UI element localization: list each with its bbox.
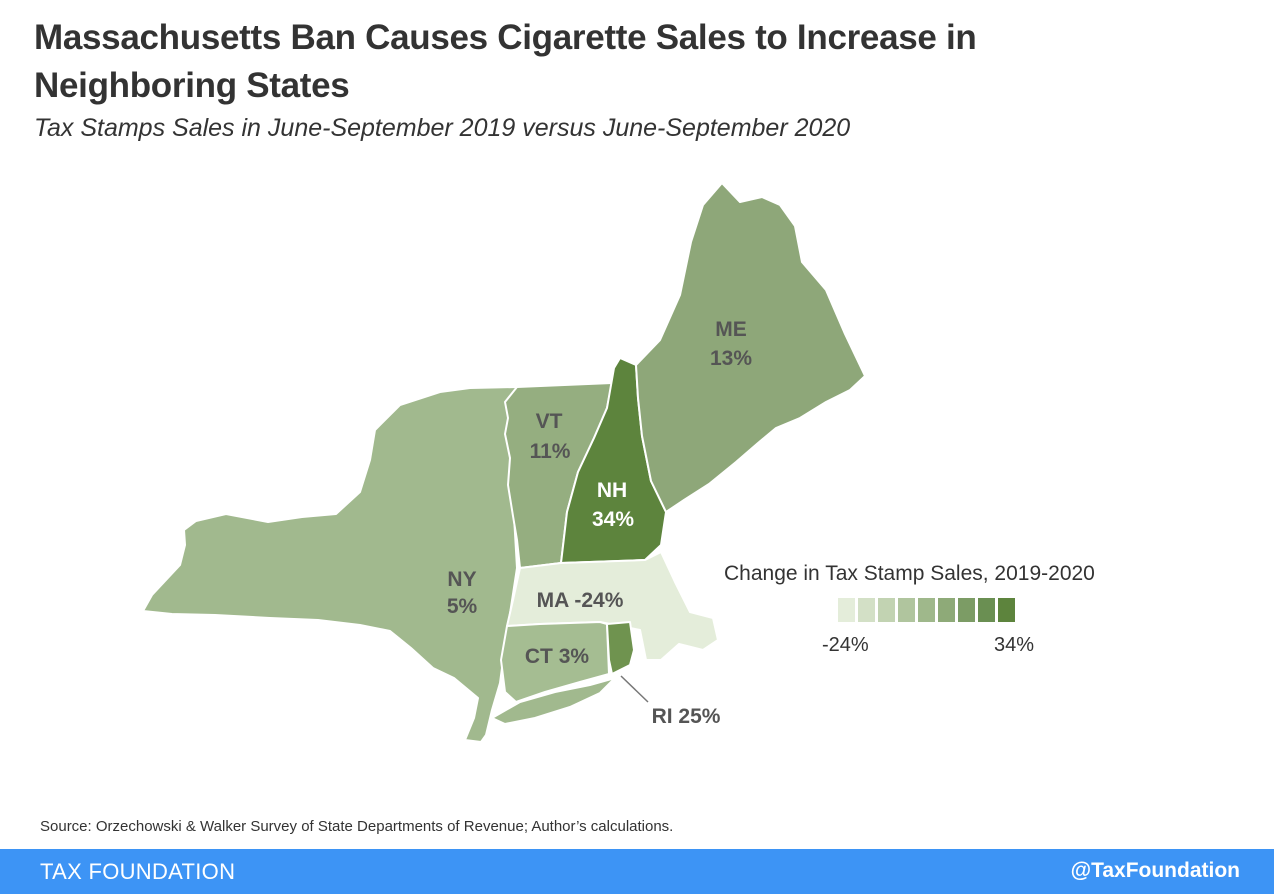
label-ny-value: 5%	[447, 595, 478, 618]
legend-swatch	[878, 598, 895, 622]
legend-swatch	[838, 598, 855, 622]
label-ny-abbr: NY	[447, 568, 476, 591]
legend-swatch	[898, 598, 915, 622]
legend-swatch	[858, 598, 875, 622]
chart-title: Massachusetts Ban Causes Cigarette Sales…	[34, 18, 977, 105]
state-me[interactable]	[635, 182, 866, 513]
state-ri[interactable]	[606, 621, 635, 675]
label-nh-abbr: NH	[597, 479, 627, 502]
footer-brand[interactable]: TAX FOUNDATION	[40, 859, 236, 884]
long-island	[491, 677, 616, 725]
legend-min-label: -24%	[822, 634, 869, 656]
label-vt-value: 11%	[530, 440, 571, 463]
ri-leader-line	[620, 675, 649, 703]
footer-handle[interactable]: @TaxFoundation	[1070, 859, 1240, 882]
label-ma: MA -24%	[537, 589, 624, 612]
legend-color-scale	[838, 598, 1015, 622]
legend-title: Change in Tax Stamp Sales, 2019-2020	[724, 562, 1095, 585]
state-ct[interactable]	[500, 621, 610, 703]
legend-swatch	[918, 598, 935, 622]
label-ri: RI 25%	[652, 705, 721, 728]
label-vt-abbr: VT	[536, 410, 563, 433]
label-me-value: 13%	[710, 347, 752, 370]
legend-swatch	[958, 598, 975, 622]
label-me-abbr: ME	[715, 318, 747, 341]
legend-swatch	[978, 598, 995, 622]
legend-swatch	[938, 598, 955, 622]
chart-subtitle: Tax Stamps Sales in June-September 2019 …	[34, 114, 851, 142]
legend-swatch	[998, 598, 1015, 622]
legend-max-label: 34%	[994, 634, 1035, 656]
label-nh-value: 34%	[592, 508, 634, 531]
state-ny[interactable]	[142, 386, 518, 743]
footer-bar: TAX FOUNDATION @TaxFoundation	[0, 849, 1274, 894]
source-note: Source: Orzechowski & Walker Survey of S…	[40, 818, 674, 835]
label-ct: CT 3%	[525, 645, 590, 668]
